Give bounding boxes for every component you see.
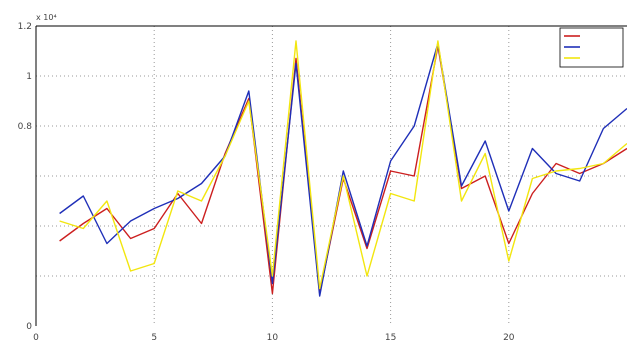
x-tick-label: 10 <box>267 333 279 343</box>
x-tick-label: 0 <box>33 333 39 343</box>
axes <box>35 25 627 326</box>
x-ticks: 0 5 10 15 20 <box>33 333 515 343</box>
x-tick-label: 15 <box>385 333 396 343</box>
legend <box>559 27 624 68</box>
y-multiplier-label: x 10⁴ <box>36 13 57 22</box>
y-tick-label: 1 <box>26 72 32 82</box>
series-line-3 <box>59 40 627 290</box>
series-lines <box>59 40 627 297</box>
series-line-1 <box>59 45 627 295</box>
x-tick-label: 20 <box>503 333 515 343</box>
x-tick-label: 5 <box>151 333 157 343</box>
y-tick-label: 0.8 <box>18 122 33 132</box>
grid <box>36 26 627 326</box>
y-ticks: 0 0.8 1 1.2 <box>18 22 33 332</box>
series-line-2 <box>59 42 627 297</box>
y-tick-label: 0 <box>26 322 32 332</box>
y-tick-label: 1.2 <box>18 22 32 32</box>
